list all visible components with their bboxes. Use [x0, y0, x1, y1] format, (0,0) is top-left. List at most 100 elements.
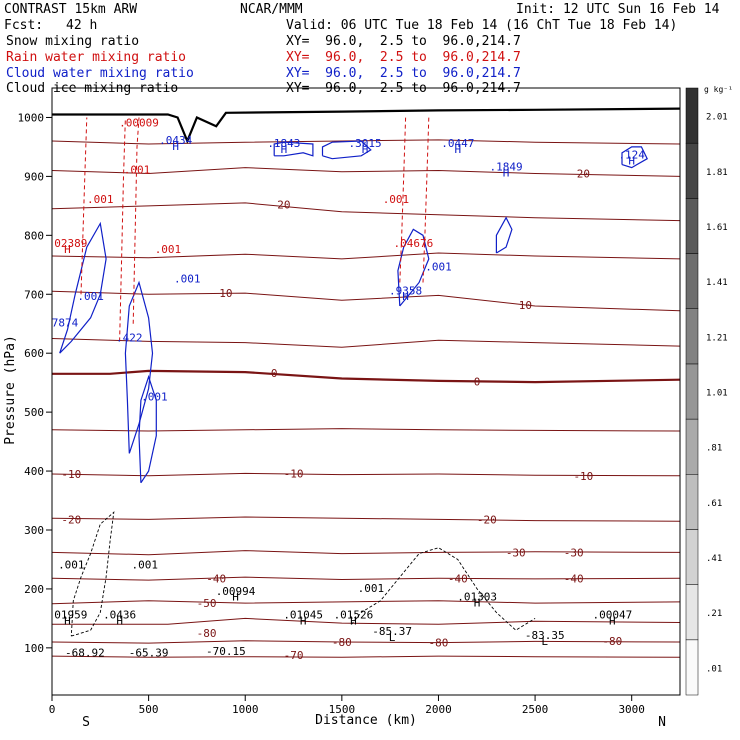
colorbar-label-1: 1.81: [706, 168, 728, 178]
contour-annotation-33: .1843: [267, 137, 300, 150]
field-rain-name: Rain water mixing ratio: [6, 50, 187, 65]
isotherm-12: [52, 252, 680, 260]
contour-annotation-39: .1849: [490, 161, 523, 174]
contour-annotation-1: .01959: [48, 608, 88, 621]
contour-annotation-18: -68.92: [65, 647, 105, 660]
isotherm-label-9: -30: [506, 546, 526, 559]
contour-annotation-4: H: [300, 614, 307, 627]
isotherm-6: [52, 516, 680, 522]
contour-annotation-16: L: [541, 635, 548, 648]
contour-annotation-5: .01045: [283, 608, 323, 621]
isotherm-label-18: 10: [219, 287, 232, 300]
contour-annotation-34: H: [362, 143, 369, 156]
isotherm-label-16: 0: [271, 367, 278, 380]
y-tick-label-2: 300: [24, 524, 44, 537]
x-tick-label-4: 2000: [425, 703, 452, 716]
isotherm-label-11: -20: [61, 513, 81, 526]
isotherm-label-7: -40: [564, 572, 584, 585]
y-tick-label-9: 1000: [18, 111, 45, 124]
field-snow-name: Snow mixing ratio: [6, 34, 140, 49]
cloud-water-contour-4: [273, 141, 314, 157]
contour-annotation-43: .0434: [159, 134, 192, 147]
y-axis-label: Pressure (hPa): [3, 335, 18, 445]
colorbar-label-6: .81: [706, 444, 722, 454]
fcst-value: 42 h: [66, 18, 98, 33]
contour-annotation-36: H: [454, 143, 461, 156]
isotherm-label-19: 10: [519, 299, 532, 312]
contour-annotation-35: .3015: [348, 137, 381, 150]
rain-contour-3: [399, 117, 407, 283]
isotherm-label-21: 20: [577, 167, 590, 180]
cloud-water-contour-7: [621, 146, 648, 169]
isotherm-label-5: -50: [197, 597, 217, 610]
contour-annotation-23: .001: [358, 582, 385, 595]
colorbar-swatch-5: [685, 363, 699, 420]
x-tick-label-1: 500: [139, 703, 159, 716]
isotherm-label-14: -10: [284, 467, 304, 480]
colorbar-swatch-4: [685, 418, 699, 475]
contour-annotation-37: .0447: [441, 137, 474, 150]
isotherm-label-4: -70: [284, 649, 304, 662]
colorbar-swatch-6: [685, 308, 699, 365]
model-title: CONTRAST 15km ARW: [4, 2, 138, 17]
isotherm-13: [52, 202, 680, 222]
contour-annotation-22: .001: [132, 558, 159, 571]
colorbar-swatch-1: [685, 584, 699, 641]
y-tick-label-3: 400: [24, 465, 44, 478]
isotherm-1: [52, 655, 680, 658]
cloud-water-contour-1: [124, 280, 154, 454]
contour-annotation-7: .01526: [334, 608, 374, 621]
fcst-label: Fcst:: [4, 18, 44, 33]
contour-annotation-19: -65.39: [129, 647, 169, 660]
colorbar-label-5: 1.01: [706, 389, 728, 399]
isotherm-label-2: -80: [602, 635, 622, 648]
x-tick-label-5: 2500: [522, 703, 549, 716]
isotherm-label-20: 20: [277, 199, 290, 212]
field-rain-xy: XY= 96.0, 2.5 to 96.0,214.7: [286, 50, 521, 65]
contour-annotation-11: .00047: [592, 608, 632, 621]
isotherm-label-8: -40: [206, 572, 226, 585]
snow-contour-0: [70, 511, 115, 637]
contour-annotation-20: -70.15: [206, 645, 246, 658]
colorbar-label-9: .21: [706, 609, 722, 619]
y-tick-label-5: 600: [24, 347, 44, 360]
isotherm-10: [52, 338, 680, 348]
contour-annotation-29: H: [402, 290, 409, 303]
isotherm-0: [52, 640, 680, 644]
colorbar-label-2: 1.61: [706, 223, 728, 233]
x-end-right: N: [658, 715, 666, 730]
contour-annotation-17: -83.35: [525, 629, 565, 642]
contour-annotation-25: .001: [77, 290, 104, 303]
x-tick-label-3: 1500: [329, 703, 356, 716]
isotherm-label-13: -10: [61, 468, 81, 481]
contour-annotation-38: H: [503, 166, 510, 179]
contour-annotation-13: .00994: [216, 585, 256, 598]
isotherm-7: [52, 472, 680, 477]
isotherm-label-17: 0: [474, 375, 481, 388]
contour-annotation-24: .7874: [45, 317, 78, 330]
isotherm-label-12: -20: [477, 513, 497, 526]
contour-annotation-31: .001: [425, 261, 452, 274]
isotherm-5: [52, 550, 680, 556]
colorbar-swatch-0: [685, 639, 699, 696]
field-cloudwater-name: Cloud water mixing ratio: [6, 66, 194, 81]
init-time: Init: 12 UTC Sun 16 Feb 14: [516, 2, 720, 17]
contour-annotation-2: H: [116, 614, 123, 627]
contour-annotation-9: .01303: [457, 591, 497, 604]
cloud-water-contour-5: [321, 140, 372, 160]
isotherm-label-1: -80: [429, 637, 449, 650]
contour-annotation-42: H: [172, 140, 179, 153]
contour-annotation-6: H: [350, 614, 357, 627]
isotherm-14: [52, 167, 680, 177]
isotherm-3: [52, 600, 680, 605]
contour-annotation-44: H: [64, 243, 71, 256]
isotherm-11: [52, 290, 680, 312]
x-end-left: S: [82, 715, 90, 730]
contour-annotation-51: .001: [383, 193, 410, 206]
colorbar-label-7: .61: [706, 499, 722, 509]
contour-annotation-3: .0436: [103, 608, 136, 621]
y-tick-label-7: 800: [24, 229, 44, 242]
x-tick-label-6: 3000: [618, 703, 645, 716]
colorbar-unit: g kg⁻¹: [704, 85, 733, 94]
field-cloudwater-xy: XY= 96.0, 2.5 to 96.0,214.7: [286, 66, 521, 81]
